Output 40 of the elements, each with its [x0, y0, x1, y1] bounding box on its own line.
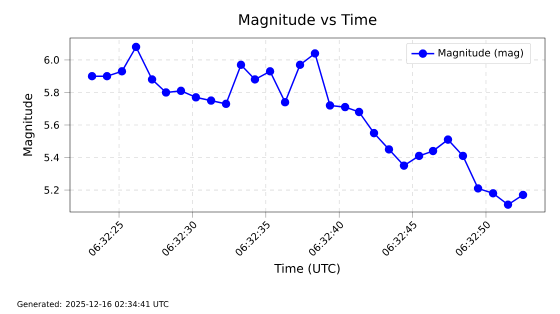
point [518, 190, 528, 200]
point [118, 67, 126, 76]
point [428, 146, 438, 156]
y-tick-label: 5.2 [44, 186, 59, 194]
point [250, 75, 260, 84]
text: Generated: 2025-12-16 02:34:41 UTC [17, 300, 168, 308]
point [162, 88, 170, 97]
legend-label: Magnitude (mag) [438, 48, 523, 58]
point [370, 128, 378, 138]
point [310, 49, 320, 58]
y-axis-title: Magnitude [22, 94, 35, 156]
y-tick-label: 5.6 [44, 121, 59, 129]
point [384, 145, 394, 154]
point [444, 135, 452, 144]
point [206, 96, 216, 105]
point [488, 189, 498, 198]
point [176, 86, 186, 96]
point [414, 152, 424, 160]
point [88, 72, 96, 80]
point [102, 72, 112, 80]
point [400, 161, 408, 170]
point [458, 152, 468, 160]
y-tick-label: 6.0 [44, 56, 59, 64]
point [222, 100, 230, 108]
point [192, 93, 200, 102]
point [236, 60, 246, 70]
y-tick-label: 5.8 [44, 88, 59, 96]
point [266, 67, 274, 76]
point [474, 184, 482, 193]
point [148, 75, 156, 84]
x-axis-title: Time (UTC) [274, 264, 340, 274]
chart-title: Magnitude vs Time [239, 14, 376, 28]
y-tick-label: 5.4 [44, 154, 60, 162]
point [296, 60, 304, 70]
point [326, 101, 334, 110]
point [280, 98, 290, 106]
point [340, 102, 350, 112]
point [132, 42, 140, 52]
point [354, 108, 364, 116]
point [504, 200, 512, 209]
